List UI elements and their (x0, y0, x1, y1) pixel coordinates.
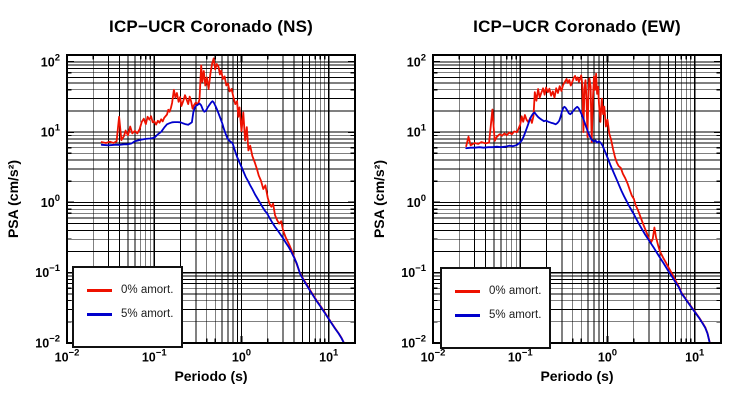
grid-ns (67, 55, 355, 343)
series-ns (100, 57, 345, 343)
x-tick-label: 10−2 (55, 348, 80, 365)
legend-label-5pct: 5% amort. (489, 309, 542, 321)
y-tick-label: 10−2 (401, 334, 426, 351)
y-axis-label-ew: PSA (cm/s²) (371, 159, 387, 239)
y-tick-label: 101 (41, 123, 61, 140)
y-axis-label-ns: PSA (cm/s²) (5, 159, 21, 239)
legend-line-0pct-icon (455, 289, 480, 293)
legend-line-5pct-icon (87, 312, 112, 316)
chart-title-ew: ICP−UCR Coronado (EW) (473, 17, 681, 36)
tick-labels-ns: 10−2 10−1 100 101 10−2 10−1 100 101 102 (35, 52, 339, 364)
legend-ew: 0% amort. 5% amort. (440, 267, 551, 349)
y-tick-label: 10−1 (35, 263, 60, 280)
legend-entry-5pct: 5% amort. (442, 303, 549, 327)
series-line-ew-5pct (465, 105, 711, 343)
x-tick-label: 10−1 (142, 348, 167, 365)
plot-frame-ns (66, 54, 356, 344)
series-ew (465, 72, 711, 343)
x-axis-label-ns: Periodo (s) (174, 368, 248, 384)
legend-entry-0pct: 0% amort. (442, 279, 549, 303)
legend-label-0pct: 0% amort. (121, 284, 174, 296)
x-tick-label: 101 (319, 348, 339, 365)
y-tick-label: 100 (41, 193, 60, 210)
plot-frame-ew (432, 54, 722, 344)
y-tick-label: 100 (407, 193, 426, 210)
y-tick-label: 10−1 (401, 263, 426, 280)
legend-label-0pct: 0% amort. (489, 285, 542, 297)
legend-entry-0pct: 0% amort. (74, 278, 181, 302)
series-line-ns-5pct (100, 100, 345, 343)
tick-labels-ew: 10−2 10−1 100 101 10−2 10−1 100 101 102 (401, 52, 705, 364)
x-tick-label: 10−2 (421, 348, 446, 365)
x-axis-label-ew: Periodo (s) (540, 368, 614, 384)
legend-ns: 0% amort. 5% amort. (72, 266, 183, 348)
y-tick-label: 102 (407, 52, 426, 69)
grid-ew (433, 55, 721, 343)
series-line-ns-0pct (100, 57, 345, 343)
x-tick-label: 10−1 (508, 348, 533, 365)
x-tick-label: 100 (232, 348, 251, 365)
legend-line-0pct-icon (87, 288, 112, 292)
y-tick-label: 102 (41, 52, 60, 69)
series-line-ew-0pct (465, 72, 711, 343)
chart-title-ns: ICP−UCR Coronado (NS) (109, 17, 313, 36)
legend-label-5pct: 5% amort. (121, 308, 174, 320)
legend-line-5pct-icon (455, 313, 480, 317)
y-tick-label: 10−2 (35, 334, 60, 351)
x-tick-label: 101 (685, 348, 705, 365)
y-tick-label: 101 (407, 123, 427, 140)
legend-entry-5pct: 5% amort. (74, 302, 181, 326)
x-tick-label: 100 (598, 348, 617, 365)
